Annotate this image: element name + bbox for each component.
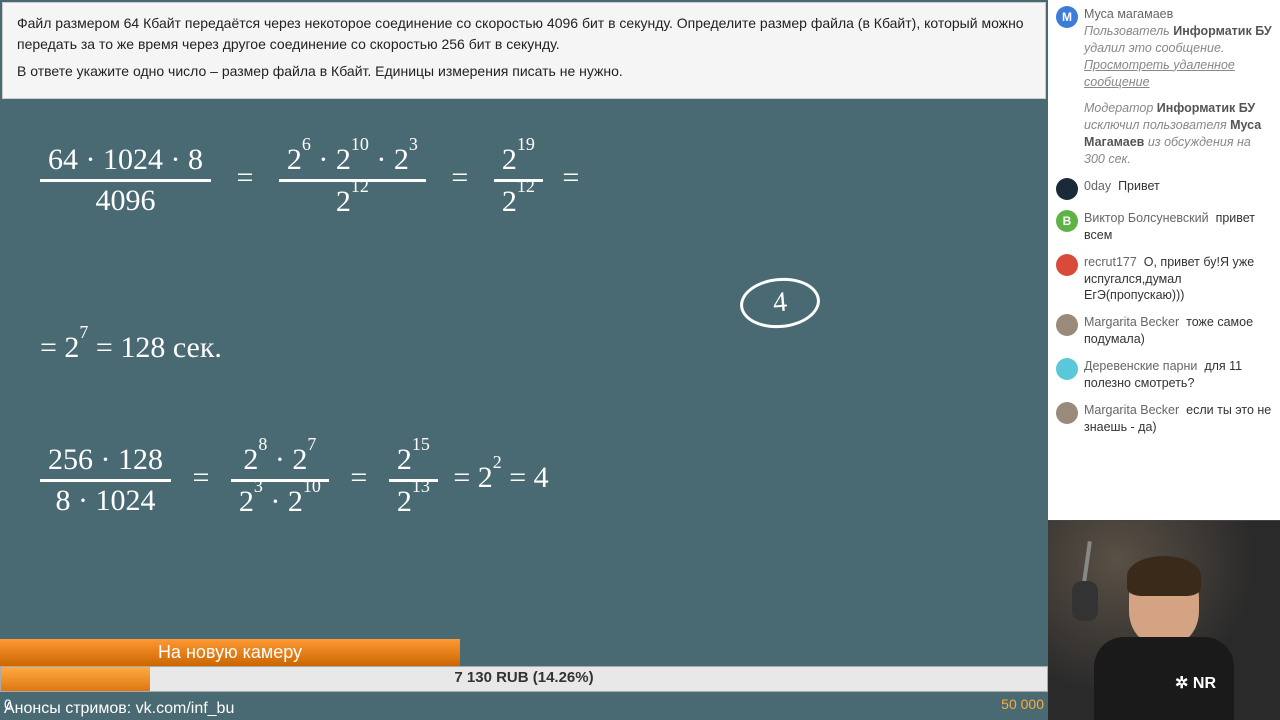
chat-text: Привет [1118, 179, 1160, 193]
eq1: 64 · 1024 · 8 4096 = 26 · 210 · 23 212 =… [40, 140, 579, 221]
presenter-silhouette: ✲ NR [1089, 560, 1239, 720]
chat-message[interactable]: recrut177 О, привет бу!Я уже испугался,д… [1056, 254, 1272, 305]
avatar: В [1056, 210, 1078, 232]
chat-message[interactable]: ММуса магамаевПользователь Информатик БУ… [1056, 6, 1272, 90]
chat-username: Муса магамаев [1084, 6, 1272, 23]
donation-title: На новую камеру [0, 639, 460, 666]
chat-panel[interactable]: ММуса магамаевПользователь Информатик БУ… [1048, 0, 1280, 520]
donation-amount: 7 130 RUB (14.26%) [1, 669, 1047, 686]
chat-message[interactable]: Margarita Becker тоже самое подумала) [1056, 314, 1272, 348]
chat-username: Деревенские парни [1084, 359, 1197, 373]
circled-answer: 4 [738, 275, 822, 332]
avatar [1056, 254, 1078, 276]
avatar [1056, 358, 1078, 380]
webcam-feed: ✲ NR [1048, 520, 1280, 720]
chat-message[interactable]: Margarita Becker если ты это не знаешь -… [1056, 402, 1272, 436]
chat-message[interactable]: Модератор Информатик БУ исключил пользов… [1056, 100, 1272, 168]
chat-username: Margarita Becker [1084, 315, 1179, 329]
donation-widget: На новую камеру 7 130 RUB (14.26%) 0 50 … [0, 639, 1048, 692]
chat-message[interactable]: 0day Привет [1056, 178, 1272, 200]
chat-username: Margarita Becker [1084, 403, 1179, 417]
avatar: М [1056, 6, 1078, 28]
donation-max: 50 000 [1001, 696, 1044, 712]
eq3: 256 · 128 8 · 1024 = 28 · 27 23 · 210 = … [40, 440, 549, 521]
problem-line-2: В ответе укажите одно число – размер фай… [17, 61, 1031, 82]
problem-statement: Файл размером 64 Кбайт передаётся через … [2, 2, 1046, 99]
donation-track: 7 130 RUB (14.26%) [0, 666, 1048, 692]
announce-text: Анонсы стримов: vk.com/inf_bu [4, 700, 234, 718]
avatar [1056, 178, 1078, 200]
chat-message[interactable]: ВВиктор Болсуневский привет всем [1056, 210, 1272, 244]
chat-message[interactable]: Деревенские парни для 11 полезно смотрет… [1056, 358, 1272, 392]
whiteboard-area: Файл размером 64 Кбайт передаётся через … [0, 0, 1048, 720]
right-column: ММуса магамаевПользователь Информатик БУ… [1048, 0, 1280, 720]
avatar [1056, 314, 1078, 336]
chat-username: 0day [1084, 179, 1111, 193]
chat-username: Виктор Болсуневский [1084, 211, 1209, 225]
chat-username: recrut177 [1084, 255, 1137, 269]
avatar [1056, 402, 1078, 424]
problem-line-1: Файл размером 64 Кбайт передаётся через … [17, 13, 1031, 55]
eq2: = 27 = 128 сек. [40, 330, 222, 365]
view-deleted-link[interactable]: Просмотреть удаленное сообщение [1084, 58, 1235, 89]
